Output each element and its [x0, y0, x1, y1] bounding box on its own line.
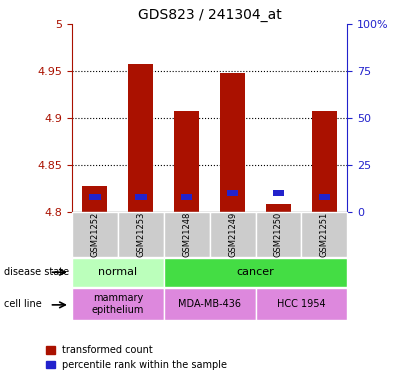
- Bar: [312, 111, 337, 212]
- Bar: [164, 288, 256, 320]
- Text: GSM21250: GSM21250: [274, 212, 283, 257]
- Text: HCC 1954: HCC 1954: [277, 299, 326, 309]
- Bar: [118, 212, 164, 257]
- Bar: [164, 212, 210, 257]
- Bar: [256, 212, 301, 257]
- Text: cancer: cancer: [237, 267, 275, 277]
- Bar: [220, 73, 245, 212]
- Bar: [256, 288, 347, 320]
- Text: GSM21252: GSM21252: [90, 212, 99, 257]
- Bar: [72, 212, 118, 257]
- Text: GSM21249: GSM21249: [228, 212, 237, 257]
- Bar: [72, 288, 164, 320]
- Text: GSM21251: GSM21251: [320, 212, 329, 257]
- Text: cell line: cell line: [4, 299, 42, 309]
- Text: disease state: disease state: [4, 267, 69, 277]
- Bar: [128, 64, 153, 212]
- Text: normal: normal: [98, 267, 137, 277]
- Bar: [210, 212, 256, 257]
- Bar: [164, 258, 347, 287]
- Legend: transformed count, percentile rank within the sample: transformed count, percentile rank withi…: [46, 345, 228, 370]
- Bar: [135, 194, 146, 200]
- Bar: [273, 190, 284, 196]
- Text: GSM21248: GSM21248: [182, 211, 191, 257]
- Bar: [82, 186, 108, 212]
- Bar: [181, 194, 192, 200]
- Text: MDA-MB-436: MDA-MB-436: [178, 299, 241, 309]
- Bar: [72, 258, 164, 287]
- Text: GSM21253: GSM21253: [136, 211, 145, 257]
- Bar: [319, 194, 330, 200]
- Bar: [174, 111, 199, 212]
- Bar: [266, 204, 291, 212]
- Bar: [89, 194, 101, 200]
- Bar: [301, 212, 347, 257]
- Title: GDS823 / 241304_at: GDS823 / 241304_at: [138, 8, 282, 22]
- Bar: [227, 190, 238, 196]
- Text: mammary
epithelium: mammary epithelium: [92, 293, 144, 315]
